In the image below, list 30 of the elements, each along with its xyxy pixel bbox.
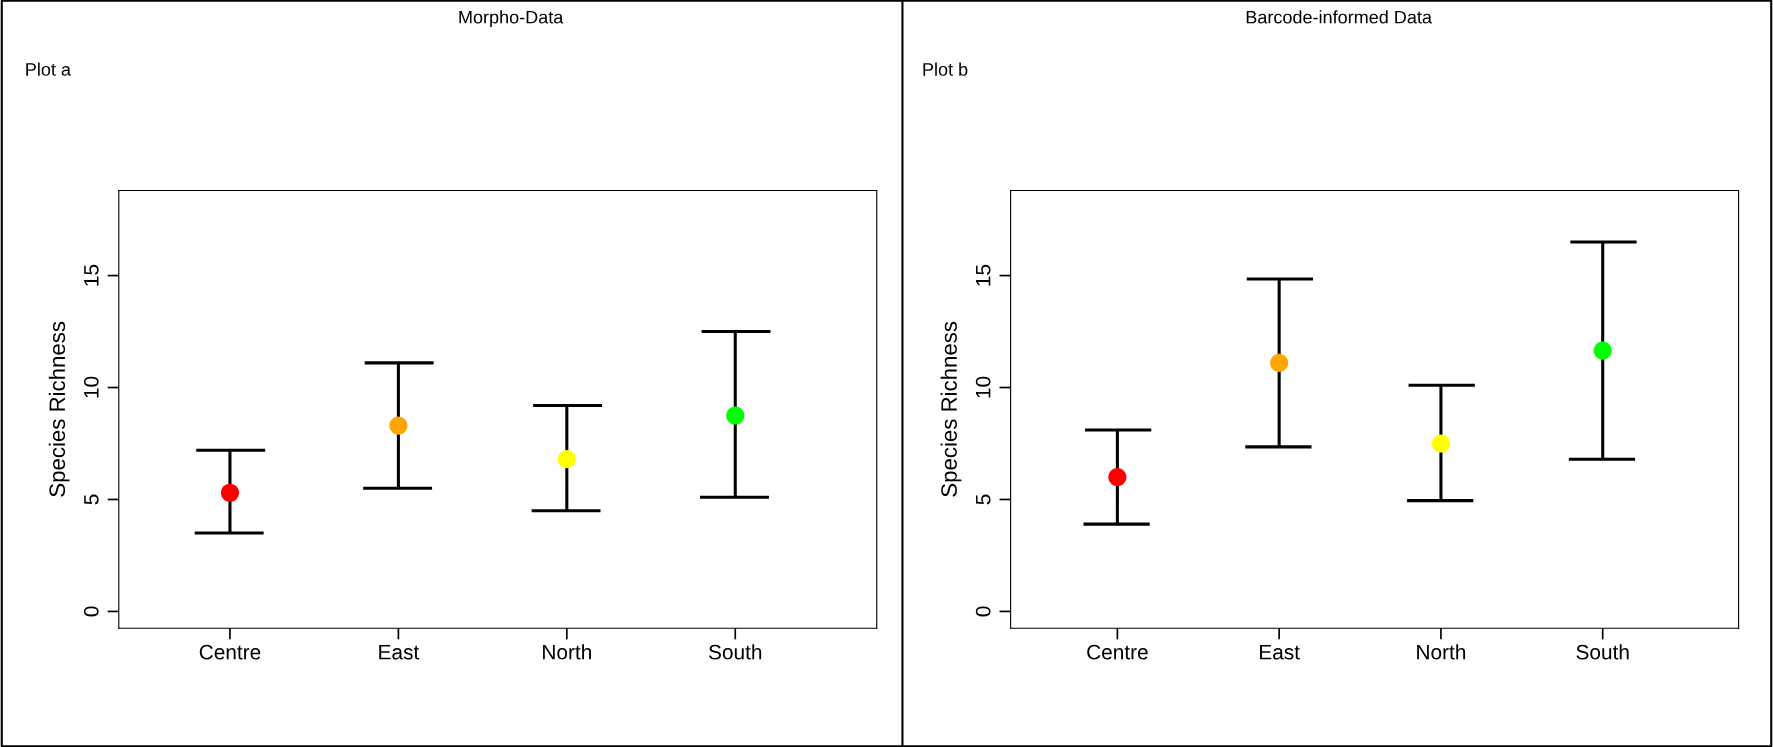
- y-tick-label: 10: [83, 376, 99, 398]
- y-tick-label: 0: [83, 606, 99, 617]
- y-tick-label: 10: [975, 376, 991, 398]
- x-tick-label: Centre: [1087, 644, 1148, 660]
- chart-title: Barcode-informed Data: [1246, 10, 1432, 24]
- point: [1593, 341, 1612, 360]
- chart-title: Morpho-Data: [459, 10, 564, 28]
- x-tick-label: East: [1260, 644, 1300, 660]
- x-tick-label: East: [379, 644, 420, 660]
- x-tick-label: South: [1576, 644, 1629, 660]
- point: [1108, 468, 1127, 487]
- point: [1431, 434, 1450, 453]
- point: [1270, 353, 1289, 372]
- x-tick-label: North: [1417, 644, 1466, 660]
- x-tick-label: North: [543, 644, 591, 660]
- y-axis-title: Species Richness: [48, 321, 70, 497]
- point: [726, 406, 745, 425]
- point: [220, 483, 240, 502]
- y-tick-label: 5: [84, 494, 99, 505]
- y-tick-label: 15: [84, 264, 99, 286]
- y-tick-label: 0: [975, 606, 991, 617]
- point: [389, 416, 408, 435]
- y-tick-label: 15: [975, 264, 991, 286]
- x-tick-label: Centre: [199, 644, 261, 660]
- x-tick-label: South: [708, 644, 762, 660]
- y-axis-title: Species Richness: [940, 321, 962, 497]
- chart-subtitle: Plot b: [923, 62, 968, 76]
- y-tick-label: 5: [975, 494, 991, 505]
- point: [557, 450, 576, 469]
- chart-subtitle: Plot a: [26, 62, 71, 76]
